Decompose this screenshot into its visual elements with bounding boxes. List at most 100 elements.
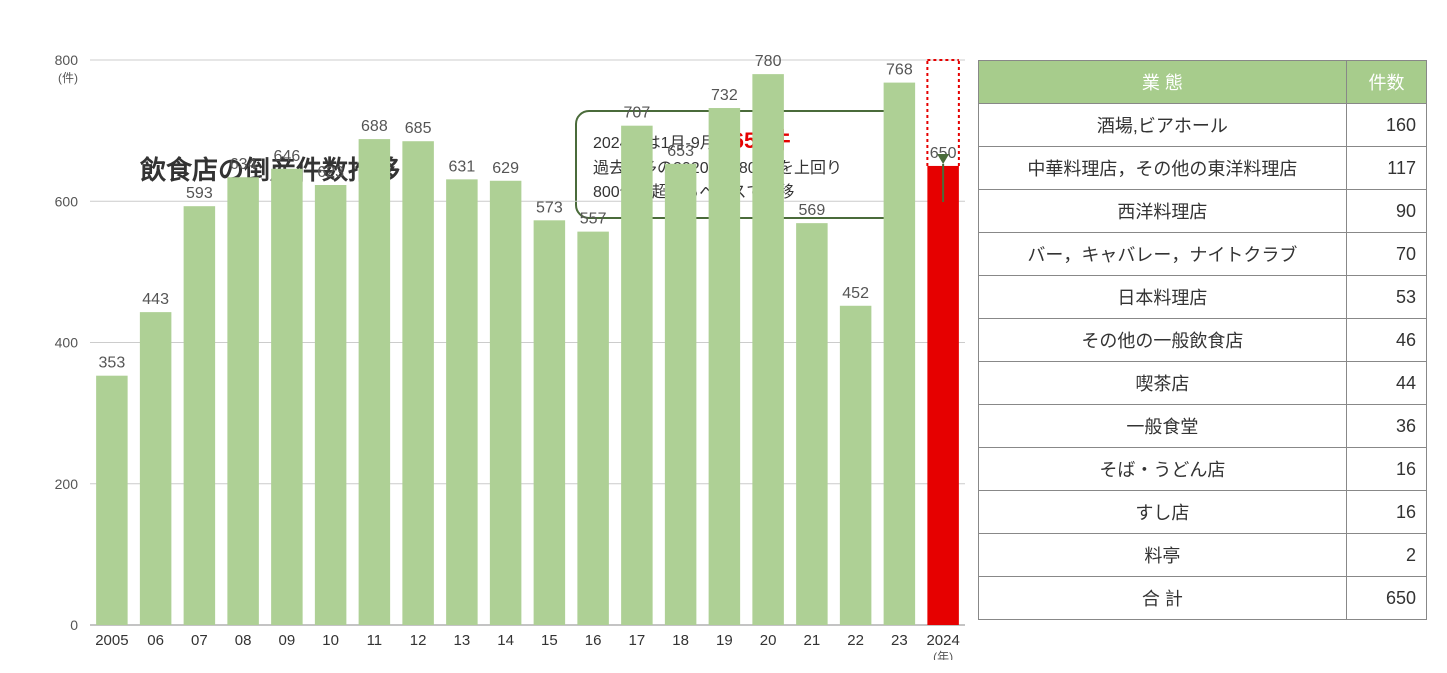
table-cell-category: 西洋料理店 bbox=[978, 190, 1346, 233]
bar bbox=[796, 223, 828, 625]
bar bbox=[184, 206, 216, 625]
table-panel: 業 態 件数 酒場,ビアホール160中華料理店，その他の東洋料理店117西洋料理… bbox=[978, 20, 1427, 653]
bar-value-label: 629 bbox=[492, 160, 519, 177]
x-tick-label: 20 bbox=[760, 632, 777, 649]
bar bbox=[140, 312, 172, 625]
table-cell-count: 160 bbox=[1347, 104, 1427, 147]
svg-text:600: 600 bbox=[55, 193, 79, 209]
bar-value-label: 634 bbox=[230, 156, 257, 173]
x-tick-label: 06 bbox=[147, 632, 164, 649]
x-tick-label: 18 bbox=[672, 632, 689, 649]
bar-value-label: 443 bbox=[142, 291, 169, 308]
bar-value-label: 631 bbox=[449, 158, 476, 175]
table-row: その他の一般飲食店46 bbox=[978, 319, 1426, 362]
bar bbox=[577, 232, 609, 625]
bar bbox=[359, 139, 391, 625]
bar-value-label: 653 bbox=[667, 143, 694, 160]
table-total-label: 合 計 bbox=[978, 577, 1346, 620]
table-cell-category: 酒場,ビアホール bbox=[978, 104, 1346, 147]
bar-value-label: 569 bbox=[799, 202, 826, 219]
bar bbox=[884, 83, 916, 625]
svg-text:200: 200 bbox=[55, 476, 79, 492]
x-tick-label: 17 bbox=[629, 632, 646, 649]
x-tick-label: 2005 bbox=[95, 632, 128, 649]
table-row: 中華料理店，その他の東洋料理店117 bbox=[978, 147, 1426, 190]
x-tick-label: 2024 bbox=[926, 632, 959, 649]
table-row: バー，キャバレー，ナイトクラブ70 bbox=[978, 233, 1426, 276]
table-cell-count: 46 bbox=[1347, 319, 1427, 362]
table-row: 日本料理店53 bbox=[978, 276, 1426, 319]
bar bbox=[927, 166, 959, 625]
table-row: そば・うどん店16 bbox=[978, 448, 1426, 491]
bar bbox=[840, 306, 872, 625]
table-cell-category: 喫茶店 bbox=[978, 362, 1346, 405]
bar bbox=[752, 74, 784, 625]
bar bbox=[665, 164, 697, 625]
bar bbox=[271, 169, 303, 625]
x-tick-label: 07 bbox=[191, 632, 208, 649]
table-cell-count: 70 bbox=[1347, 233, 1427, 276]
svg-text:0: 0 bbox=[70, 617, 78, 633]
bar bbox=[709, 108, 741, 625]
bar-value-label: 688 bbox=[361, 118, 388, 135]
svg-text:400: 400 bbox=[55, 335, 79, 351]
table-cell-count: 44 bbox=[1347, 362, 1427, 405]
table-cell-count: 36 bbox=[1347, 405, 1427, 448]
x-tick-label: 08 bbox=[235, 632, 252, 649]
x-tick-label: 15 bbox=[541, 632, 558, 649]
table-cell-count: 2 bbox=[1347, 534, 1427, 577]
svg-text:(年): (年) bbox=[933, 650, 953, 660]
x-tick-label: 19 bbox=[716, 632, 733, 649]
x-tick-label: 10 bbox=[322, 632, 339, 649]
bar bbox=[446, 179, 478, 625]
table-row: 西洋料理店90 bbox=[978, 190, 1426, 233]
bar bbox=[402, 141, 434, 625]
svg-text:800: 800 bbox=[55, 52, 79, 68]
svg-text:(件): (件) bbox=[58, 71, 78, 85]
bar-value-label: 685 bbox=[405, 120, 432, 137]
bar bbox=[621, 126, 653, 625]
bar-value-label: 573 bbox=[536, 199, 563, 216]
category-table: 業 態 件数 酒場,ビアホール160中華料理店，その他の東洋料理店117西洋料理… bbox=[978, 60, 1427, 620]
table-cell-count: 16 bbox=[1347, 448, 1427, 491]
table-row: 喫茶店44 bbox=[978, 362, 1426, 405]
table-cell-category: 料亭 bbox=[978, 534, 1346, 577]
table-cell-count: 53 bbox=[1347, 276, 1427, 319]
table-row: 一般食堂36 bbox=[978, 405, 1426, 448]
x-tick-label: 09 bbox=[279, 632, 296, 649]
x-tick-label: 16 bbox=[585, 632, 602, 649]
table-total-value: 650 bbox=[1347, 577, 1427, 620]
bar-value-label: 707 bbox=[624, 105, 651, 122]
bar-value-label: 593 bbox=[186, 185, 213, 202]
bar-value-label: 623 bbox=[317, 164, 344, 181]
table-cell-category: 中華料理店，その他の東洋料理店 bbox=[978, 147, 1346, 190]
table-header-category: 業 態 bbox=[978, 61, 1346, 104]
bar-value-label: 452 bbox=[842, 285, 869, 302]
bar-chart: 0 200 400 600 800 (件) 353 2005 443 06 593 07 634 08 64… bbox=[20, 20, 970, 660]
bar bbox=[96, 376, 128, 625]
bar bbox=[490, 181, 522, 625]
table-cell-category: すし店 bbox=[978, 491, 1346, 534]
table-cell-category: そば・うどん店 bbox=[978, 448, 1346, 491]
x-tick-label: 11 bbox=[367, 632, 383, 649]
x-tick-label: 22 bbox=[847, 632, 864, 649]
table-row: 酒場,ビアホール160 bbox=[978, 104, 1426, 147]
table-row: すし店16 bbox=[978, 491, 1426, 534]
x-tick-label: 21 bbox=[804, 632, 821, 649]
x-tick-label: 23 bbox=[891, 632, 908, 649]
x-tick-label: 12 bbox=[410, 632, 427, 649]
bar bbox=[227, 177, 259, 625]
bar-value-label: 353 bbox=[99, 355, 126, 372]
bar-value-label: 557 bbox=[580, 211, 607, 228]
table-header-count: 件数 bbox=[1347, 61, 1427, 104]
bar-value-label: 646 bbox=[274, 148, 301, 165]
bar-value-label: 732 bbox=[711, 87, 738, 104]
x-tick-label: 14 bbox=[497, 632, 514, 649]
table-cell-count: 117 bbox=[1347, 147, 1427, 190]
bar-value-label: 768 bbox=[886, 62, 913, 79]
table-cell-category: 日本料理店 bbox=[978, 276, 1346, 319]
bar-value-label: 780 bbox=[755, 53, 782, 70]
table-row-total: 合 計650 bbox=[978, 577, 1426, 620]
table-cell-count: 16 bbox=[1347, 491, 1427, 534]
bar bbox=[315, 185, 347, 625]
